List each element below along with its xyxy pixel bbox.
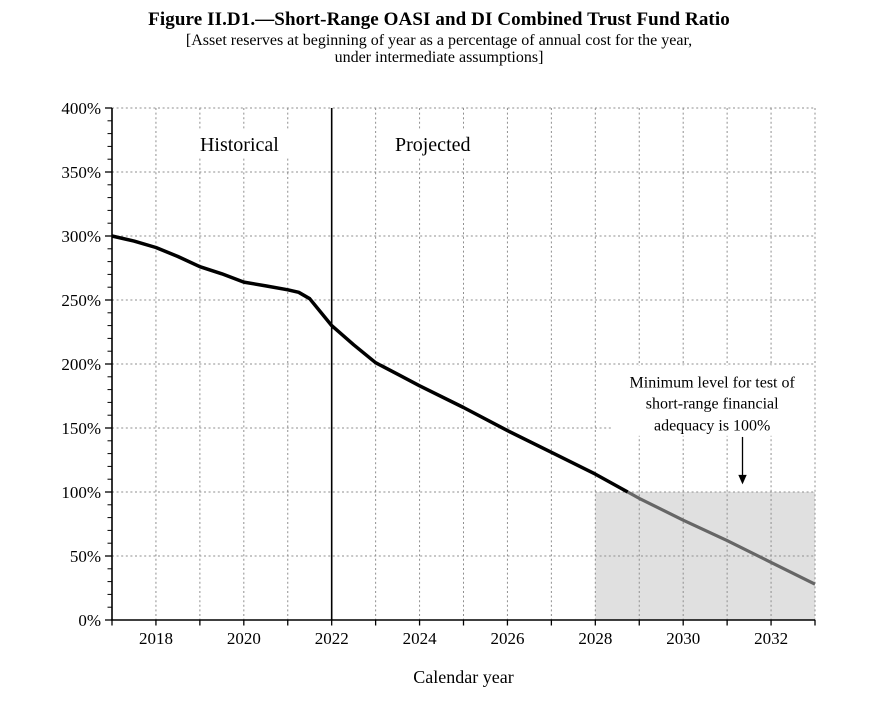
y-tick-label: 50% [70,547,101,566]
annotation-line-3: adequacy is 100% [654,417,770,434]
historical-label-bg [182,130,297,158]
annotation-arrow [738,436,747,485]
figure-title: Figure II.D1.—Short-Range OASI and DI Co… [148,9,730,30]
x-axis-title: Calendar year [413,667,514,687]
y-tick-label: 350% [61,163,101,182]
y-tick-label: 300% [61,227,101,246]
projected-label-bg [378,130,487,158]
figure-subtitle-line1: [Asset reserves at beginning of year as … [185,32,693,49]
annotation-bg [611,365,814,436]
axes-and-ticks: 0% 50% 100% 150% 200% 250% 300% 350% 400% 2018 202… [61,99,816,648]
label-backgrounds [182,130,814,436]
projected-region-label: Projected [395,134,471,156]
y-tick-label: 250% [61,291,101,310]
x-tick-label: 2018 [139,629,173,648]
x-tick-label: 2030 [666,629,700,648]
annotation-line-1: Minimum level for test of [630,374,796,391]
trust-fund-ratio-line-below-minimum [626,490,816,586]
y-tick-label: 100% [61,483,101,502]
arrow-head [738,474,747,485]
x-tick-label: 2022 [315,629,349,648]
historical-region-label: Historical [200,134,279,156]
x-tick-label: 2024 [403,629,438,648]
trust-fund-ratio-line [111,234,629,494]
x-tick-label: 2032 [754,629,788,648]
x-tick-label: 2028 [578,629,612,648]
figure-subtitle-line2: under intermediate assumptions] [334,49,544,66]
y-tick-label: 400% [61,99,101,118]
data-series [111,234,816,586]
y-tick-label: 150% [61,419,101,438]
x-tick-label: 2026 [490,629,524,648]
y-tick-label: 0% [78,611,101,630]
annotation-line-2: short-range financial [646,396,779,413]
x-tick-label: 2020 [227,629,261,648]
y-tick-label: 200% [61,355,101,374]
